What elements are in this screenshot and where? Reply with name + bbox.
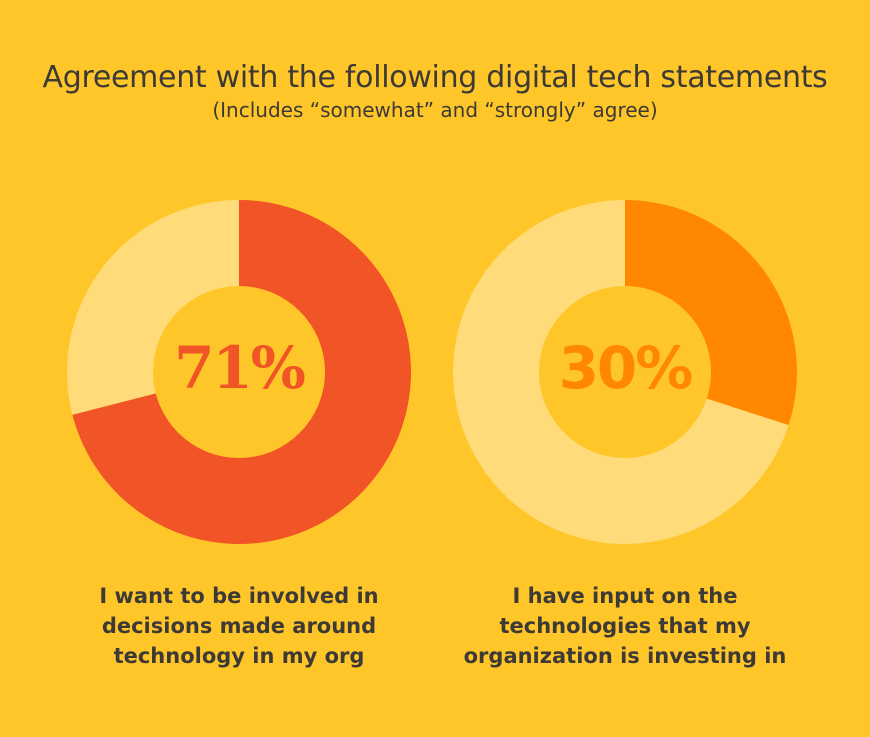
percent-label-right: 30% xyxy=(558,334,694,402)
donut-hole xyxy=(153,286,325,458)
caption-left: I want to be involved in decisions made … xyxy=(99,584,379,668)
caption-right: I have input on the technologies that my… xyxy=(463,584,787,668)
donut-hole xyxy=(539,286,711,458)
chart-subtitle: (Includes “somewhat” and “strongly” agre… xyxy=(212,98,658,122)
donut-chart-left xyxy=(66,200,412,544)
donut-chart-right xyxy=(453,200,797,544)
percent-label-left: 71% xyxy=(174,334,306,402)
chart-title: Agreement with the following digital tec… xyxy=(42,60,828,95)
